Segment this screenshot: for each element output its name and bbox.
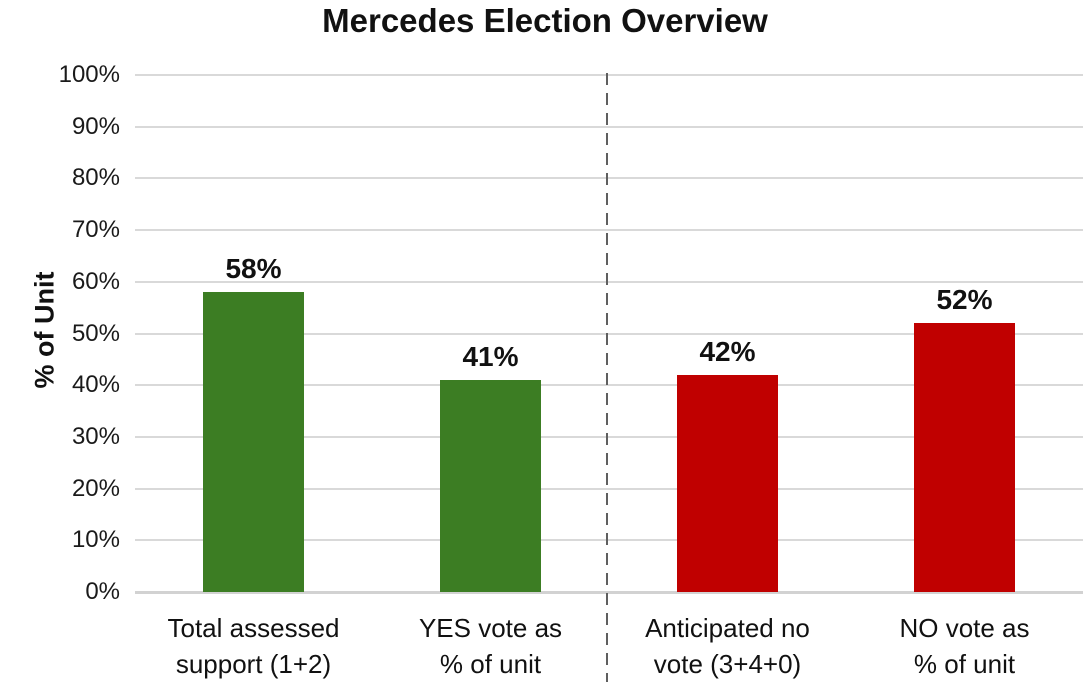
gridline: [135, 229, 1083, 232]
x-category-label: NO vote as % of unit: [899, 613, 1030, 679]
bar-value-label: 42%: [699, 335, 756, 367]
gridline: [135, 125, 1083, 128]
y-tick-label: 40%: [71, 371, 120, 399]
gridline: [135, 280, 1083, 283]
bar: [677, 374, 778, 592]
y-tick-label: 60%: [71, 267, 120, 295]
group-divider-dashed-line: [606, 73, 608, 682]
y-tick-label: 30%: [71, 422, 120, 450]
x-category-label: Anticipated no vote (3+4+0): [645, 613, 810, 679]
chart-title: Mercedes Election Overview: [322, 2, 768, 39]
gridline: [135, 332, 1083, 335]
y-tick-label: 100%: [58, 61, 120, 88]
bar: [914, 323, 1015, 592]
y-tick-label: 70%: [71, 216, 120, 244]
x-category-label: Total assessed support (1+2): [167, 613, 340, 679]
gridline: [135, 435, 1083, 438]
gridline: [135, 539, 1083, 542]
y-tick-label: 50%: [71, 319, 120, 347]
bar: [203, 292, 304, 592]
bar-value-label: 52%: [936, 284, 993, 316]
y-tick-label: 10%: [71, 526, 120, 554]
gridline: [135, 74, 1083, 76]
y-tick-label: 90%: [71, 112, 120, 140]
bar-value-label: 58%: [225, 253, 282, 285]
y-tick-label: 20%: [71, 474, 120, 502]
x-category-label: YES vote as % of unit: [418, 613, 563, 679]
gridline: [135, 384, 1083, 387]
plot-area: 58% 41% 42% 52%: [135, 74, 1083, 594]
y-tick-label: 0%: [85, 578, 120, 605]
bar: [440, 380, 541, 592]
gridline: [135, 487, 1083, 490]
y-tick-label: 80%: [71, 164, 120, 192]
gridline: [135, 177, 1083, 180]
x-axis-line: [135, 591, 1083, 594]
bar-value-label: 41%: [462, 341, 519, 373]
